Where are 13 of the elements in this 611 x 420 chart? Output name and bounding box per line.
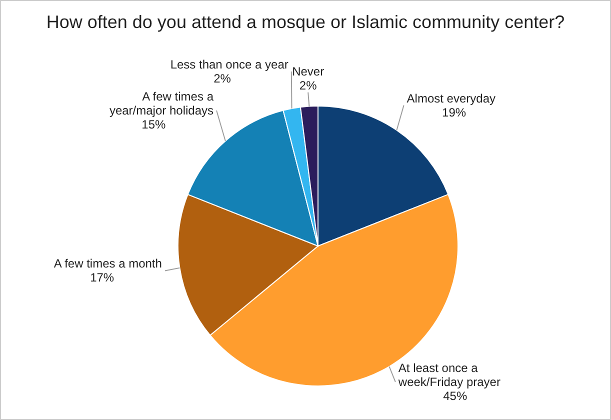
data-label: 17% xyxy=(90,270,114,285)
data-label: 45% xyxy=(443,388,468,403)
slice-label: A few times a month xyxy=(54,256,162,271)
data-label: 2% xyxy=(214,71,232,86)
chart-title: How often do you attend a mosque or Islamic community center? xyxy=(46,12,565,32)
slice-label: Never xyxy=(292,64,324,78)
data-label: 2% xyxy=(299,78,318,92)
slice-label: At least once a week/Friday prayer xyxy=(397,360,500,389)
slice-label: Almost everyday xyxy=(406,91,496,106)
slice-label: A few times a year/major holidays xyxy=(109,89,214,118)
data-label: 15% xyxy=(142,117,166,132)
slice-label: Less than once a year xyxy=(170,57,288,72)
data-label: 19% xyxy=(442,105,466,120)
